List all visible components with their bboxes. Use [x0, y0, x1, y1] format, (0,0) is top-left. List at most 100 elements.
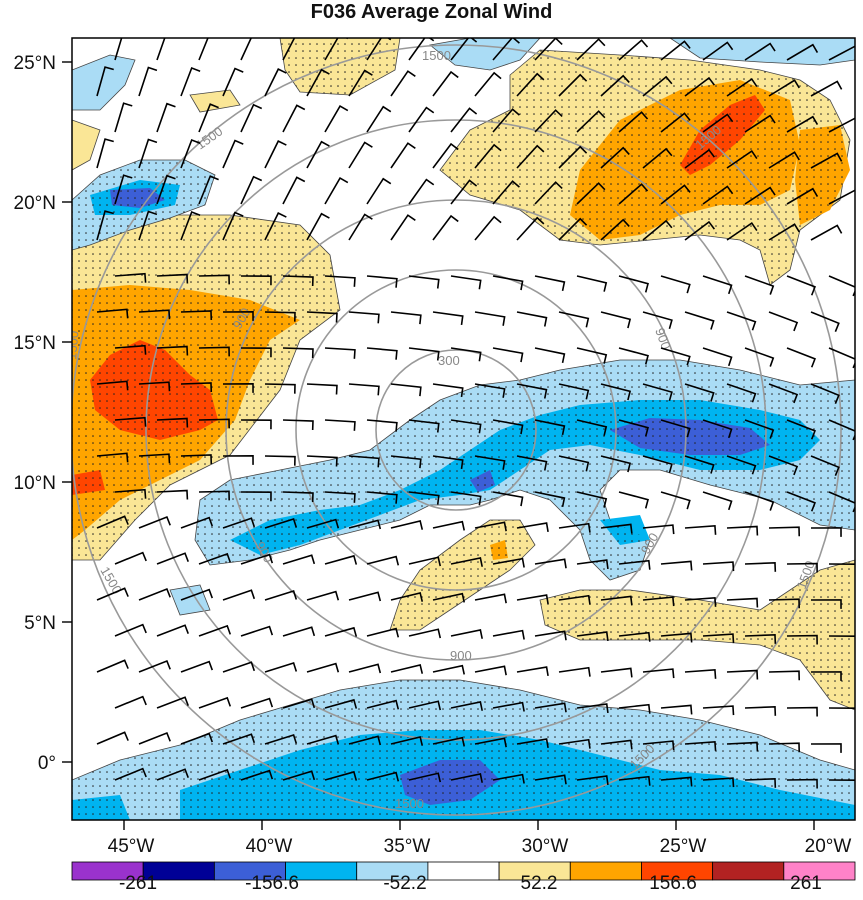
wind-barb: [474, 215, 502, 241]
wind-barb: [138, 587, 171, 601]
wind-barb: [240, 347, 272, 358]
wind-barb: [114, 272, 147, 283]
wind-barb: [156, 696, 189, 709]
wind-barb: [660, 419, 691, 438]
wind-barb: [810, 152, 843, 169]
wind-barb: [156, 489, 189, 500]
lon-label: 25°W: [660, 836, 707, 857]
wind-barb: [306, 140, 330, 169]
wind-barb: [390, 311, 422, 325]
wind-barb: [558, 311, 590, 328]
wind-barb: [348, 141, 373, 169]
wind-barb: [516, 522, 549, 533]
lon-label: 40°W: [246, 836, 293, 857]
wind-barb: [600, 523, 633, 534]
wind-barb: [768, 742, 801, 753]
wind-barb: [726, 149, 758, 169]
wind-barb: [516, 594, 549, 605]
wind-barb: [768, 455, 799, 476]
wind-barb: [306, 518, 340, 529]
wind-barb: [408, 772, 442, 783]
wind-barb: [726, 669, 759, 680]
wind-barb: [786, 43, 819, 61]
lon-ticks: [123, 820, 815, 830]
wind-barb: [684, 596, 717, 607]
wind-barb: [306, 383, 338, 395]
wind-barb: [348, 663, 382, 674]
colorbar-label: 156.6: [649, 873, 697, 894]
wind-barb: [534, 181, 563, 205]
wind-barb: [660, 40, 691, 61]
wind-barb: [576, 38, 606, 61]
wind-barb: [348, 383, 380, 396]
wind-barb: [660, 112, 691, 133]
wind-barb: [450, 347, 482, 362]
wind-barb: [534, 109, 563, 133]
wind-barb: [114, 767, 147, 781]
wind-barb: [684, 76, 716, 97]
wind-barb: [642, 147, 673, 169]
wind-barb: [702, 113, 734, 133]
wind-barb: [114, 38, 123, 61]
wind-barb: [282, 104, 306, 133]
ring-label: 900: [450, 648, 472, 663]
wind-barb: [516, 216, 545, 241]
wind-barb: [558, 666, 591, 677]
wind-barb: [744, 42, 776, 61]
wind-barb: [180, 660, 214, 673]
wind-barb: [474, 455, 506, 470]
wind-barb: [810, 383, 840, 404]
wind-barb: [198, 38, 209, 61]
lat-label: 10°N: [14, 473, 56, 494]
wind-barb: [114, 551, 147, 565]
wind-barb: [702, 347, 733, 367]
wind-barb: [114, 695, 147, 709]
wind-barb: [432, 664, 466, 675]
wind-barb: [114, 416, 147, 427]
wind-barb: [828, 45, 855, 61]
wind-barb: [450, 701, 483, 711]
map-frame: [71, 37, 856, 821]
wind-barb: [240, 175, 263, 205]
wind-barb: [492, 347, 524, 363]
wind-barb: [558, 217, 588, 241]
wind-barb: [600, 667, 633, 678]
wind-barb: [726, 455, 757, 475]
wind-barb: [240, 491, 272, 502]
chart-title: F036 Average Zonal Wind: [310, 1, 553, 23]
wind-barb: [138, 309, 171, 320]
wind-barb: [786, 187, 819, 205]
wind-barb: [114, 174, 133, 205]
wind-barb: [450, 557, 483, 567]
wind-barb: [702, 275, 733, 295]
wind-barb: [786, 115, 819, 133]
wind-barb: [642, 455, 673, 474]
wind-barb: [828, 563, 855, 565]
wind-barb: [786, 562, 818, 573]
wind-barb: [642, 219, 673, 241]
wind-barb: [618, 559, 651, 570]
wind-barb: [642, 524, 675, 535]
wind-barb: [576, 703, 609, 714]
wind-barb: [576, 182, 606, 205]
wind-barb: [492, 557, 525, 568]
wind-barb: [366, 491, 398, 504]
wind-barb: [702, 561, 735, 572]
wind-barb: [432, 455, 464, 470]
lon-label: 20°W: [805, 836, 852, 857]
wind-barb: [450, 38, 478, 61]
wind-barb: [240, 38, 253, 61]
wind-barb: [264, 212, 287, 241]
wind-barb: [492, 180, 520, 205]
wind-barb: [492, 38, 520, 61]
wind-barb: [702, 705, 735, 716]
wind-barb: [474, 737, 507, 748]
wind-barb: [222, 661, 256, 673]
wind-barb: [348, 735, 382, 746]
wind-barb: [324, 770, 358, 781]
wind-barb: [138, 381, 171, 392]
wind-barb: [306, 590, 340, 601]
wind-barb: [534, 702, 567, 713]
wind-barb: [558, 594, 591, 605]
wind-barb: [240, 769, 274, 781]
